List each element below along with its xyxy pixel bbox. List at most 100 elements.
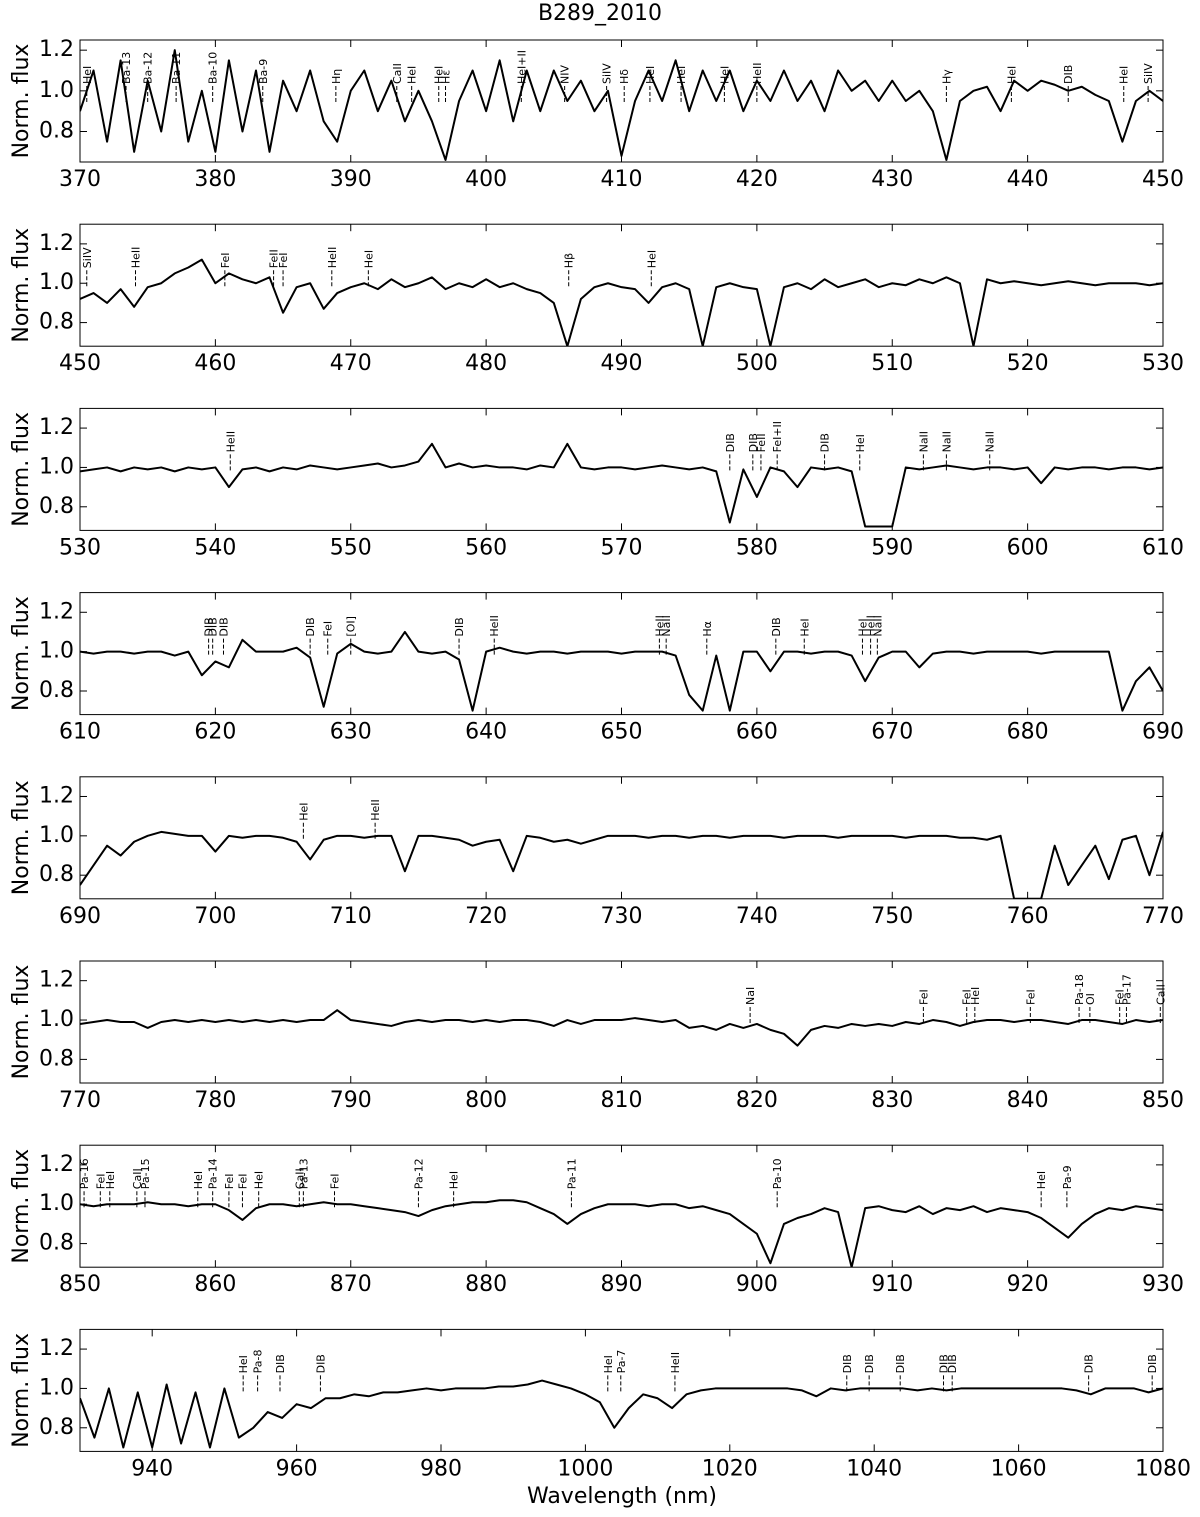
x-tick-label: 1020 — [702, 1456, 758, 1481]
line-label: Hα — [701, 621, 714, 637]
x-tick-label: 850 — [1142, 1088, 1184, 1113]
line-label: HeII — [130, 247, 143, 269]
x-tick-label: 860 — [194, 1272, 236, 1297]
panel: Norm. flux 0.8 1.0 1.2 690 700 710 720 730 740 750… — [9, 776, 1184, 929]
y-tick-label: 1.0 — [39, 1375, 74, 1400]
line-label: Ba-13 — [120, 52, 133, 84]
y-axis-label: Norm. flux — [9, 412, 34, 527]
plot-frame — [79, 39, 1164, 163]
x-tick-label: 530 — [59, 535, 101, 560]
line-label: FeI — [329, 1173, 342, 1189]
line-label: FeII — [268, 249, 281, 268]
line-label: DIB — [770, 617, 783, 636]
plot-frame — [79, 407, 1164, 531]
x-tick-label: 920 — [1007, 1272, 1049, 1297]
line-label: HeI — [237, 1355, 250, 1373]
spectrum-line — [80, 258, 1163, 347]
line-label: NIV — [559, 65, 572, 84]
y-tick-label: 1.2 — [39, 231, 74, 256]
x-tick-label: 450 — [1142, 167, 1184, 192]
line-label: DIB — [841, 1354, 854, 1373]
x-tick-label: 590 — [871, 535, 913, 560]
line-label: HeI — [1035, 1171, 1048, 1189]
line-label: FeI — [94, 1173, 107, 1189]
x-tick-label: 540 — [194, 535, 236, 560]
y-tick-label: 1.2 — [39, 1336, 74, 1361]
line-label: HeI — [192, 1171, 205, 1189]
x-tick-label: 1040 — [846, 1456, 902, 1481]
spectrum-line — [80, 49, 1163, 161]
y-tick-label: 1.0 — [39, 639, 74, 664]
y-tick-label: 1.2 — [39, 599, 74, 624]
y-tick-label: 1.2 — [39, 968, 74, 993]
x-tick-label: 480 — [465, 351, 507, 376]
panel: Norm. flux 0.8 1.0 1.2 940 960 980 1000 1020 1040… — [9, 1328, 1191, 1481]
x-tick-label: 450 — [59, 351, 101, 376]
y-tick-label: 0.8 — [39, 494, 74, 519]
x-tick-label: 570 — [601, 535, 643, 560]
x-tick-label: 900 — [736, 1272, 778, 1297]
y-axis-label: Norm. flux — [9, 1333, 34, 1448]
line-label: HeI — [253, 1171, 266, 1189]
x-tick-label: 680 — [1007, 720, 1049, 745]
spectrum-line — [80, 442, 1163, 528]
panel: Norm. flux 0.8 1.0 1.2 450 460 470 480 490 500 510… — [9, 223, 1184, 376]
line-label: HeI — [798, 618, 811, 636]
x-tick-label: 800 — [465, 1088, 507, 1113]
line-label: FeII — [755, 433, 768, 452]
plot-frame — [79, 1328, 1164, 1452]
line-label: HeI — [854, 434, 867, 452]
line-label: Pa-17 — [1120, 974, 1133, 1005]
x-tick-label: 380 — [194, 167, 236, 192]
line-label: HeI+II — [515, 50, 528, 84]
line-label: Pa-7 — [615, 1350, 628, 1374]
plot-frame — [79, 592, 1164, 716]
x-tick-label: 850 — [59, 1272, 101, 1297]
line-label: DIB — [1062, 65, 1075, 84]
x-tick-label: 510 — [871, 351, 913, 376]
line-label: NaII — [871, 615, 884, 636]
x-tick-label: 1000 — [557, 1456, 613, 1481]
line-label: HeI — [81, 66, 94, 84]
y-tick-label: 1.2 — [39, 1152, 74, 1177]
line-label: SiIV — [81, 247, 94, 268]
x-tick-label: 650 — [601, 720, 643, 745]
x-tick-label: 770 — [59, 1088, 101, 1113]
line-label: NaII — [917, 431, 930, 452]
y-tick-label: 1.0 — [39, 270, 74, 295]
line-label: DIB — [314, 1354, 327, 1373]
x-tick-label: 610 — [1142, 535, 1184, 560]
line-label: HeII — [326, 247, 339, 269]
x-tick-label: 430 — [871, 167, 913, 192]
plot-frame — [79, 776, 1164, 900]
panel: Norm. flux 0.8 1.0 1.2 530 540 550 560 570 580 590… — [9, 407, 1184, 560]
y-tick-label: 0.8 — [39, 1415, 74, 1440]
chart-title: B289_2010 — [538, 1, 662, 26]
x-tick-label: 940 — [131, 1456, 173, 1481]
y-tick-label: 1.0 — [39, 78, 74, 103]
line-label: Hβ — [563, 253, 576, 268]
y-tick-label: 1.0 — [39, 823, 74, 848]
y-axis-label: Norm. flux — [9, 1149, 34, 1264]
line-label: NaI — [744, 987, 757, 1005]
x-tick-label: 440 — [1007, 167, 1049, 192]
line-label: HeI — [362, 250, 375, 268]
line-label: DIB — [863, 1354, 876, 1373]
line-label: DIB — [217, 617, 230, 636]
line-label: HeI — [433, 66, 446, 84]
x-tick-label: 890 — [601, 1272, 643, 1297]
x-tick-label: 960 — [276, 1456, 318, 1481]
x-tick-label: 550 — [330, 535, 372, 560]
x-tick-label: 830 — [871, 1088, 913, 1113]
y-axis-label: Norm. flux — [9, 596, 34, 711]
line-label: CaII — [131, 1168, 144, 1189]
x-tick-label: 760 — [1007, 904, 1049, 929]
panel: Norm. flux 0.8 1.0 1.2 770 780 790 800 810 820 830… — [9, 960, 1184, 1113]
line-label: CaII — [391, 63, 404, 84]
line-label: Hδ — [618, 69, 631, 84]
x-tick-label: 810 — [601, 1088, 643, 1113]
line-label: Ba-12 — [142, 52, 155, 84]
x-tick-label: 910 — [871, 1272, 913, 1297]
x-tick-label: 520 — [1007, 351, 1049, 376]
